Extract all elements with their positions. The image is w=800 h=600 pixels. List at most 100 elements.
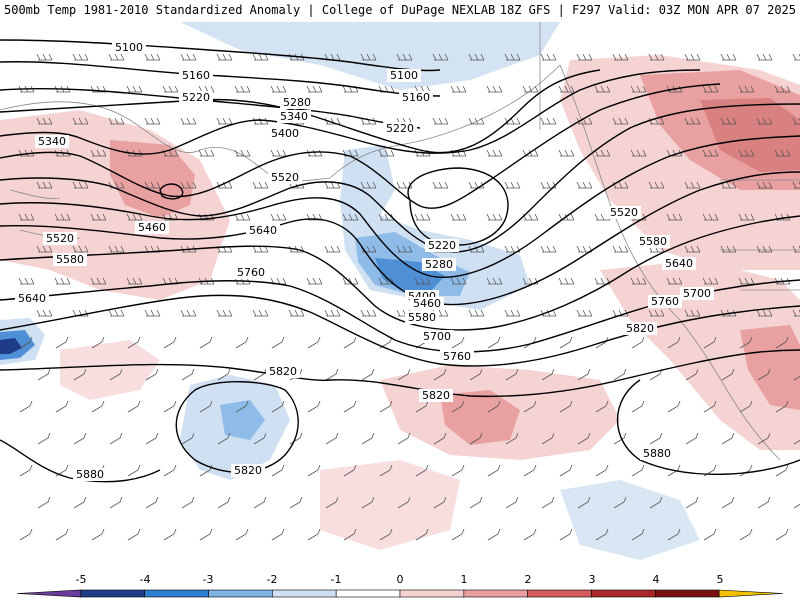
wind-barb xyxy=(181,432,195,445)
wind-barb xyxy=(522,85,539,93)
wind-barb xyxy=(19,336,33,349)
wind-barb xyxy=(720,117,737,125)
wind-barb xyxy=(631,400,645,413)
wind-barb xyxy=(540,53,557,61)
wind-barb xyxy=(54,213,71,221)
wind-barb xyxy=(612,245,629,253)
wind-barb xyxy=(18,213,35,221)
wind-barb xyxy=(127,336,141,349)
wind-barb xyxy=(306,277,323,285)
wind-barb xyxy=(576,117,593,125)
wind-barb xyxy=(37,368,51,381)
wind-barb xyxy=(432,117,449,125)
wind-barb xyxy=(145,496,159,509)
wind-barb xyxy=(504,309,521,317)
wind-barb xyxy=(306,149,323,157)
wind-barb xyxy=(109,432,123,445)
wind-barb xyxy=(739,400,753,413)
wind-barb xyxy=(289,432,303,445)
wind-barb xyxy=(558,213,575,221)
wind-barb xyxy=(558,149,575,157)
wind-barb xyxy=(649,496,663,509)
wind-barb xyxy=(91,400,105,413)
wind-barb xyxy=(793,375,800,381)
wind-barb xyxy=(504,181,521,189)
colorbar-tick-neg4: -4 xyxy=(139,573,151,586)
wind-barb xyxy=(630,277,647,285)
wind-barb xyxy=(343,336,357,349)
wind-barb xyxy=(702,149,719,157)
contour-5640 xyxy=(0,215,800,331)
wind-barb xyxy=(216,53,233,61)
wind-barb xyxy=(73,432,87,445)
wind-barb xyxy=(685,368,699,381)
wind-barb xyxy=(630,85,647,93)
wind-barb xyxy=(577,432,591,445)
colorbar-segment-neg3 xyxy=(144,589,209,598)
wind-barb xyxy=(91,528,105,541)
wind-barb xyxy=(450,149,467,157)
wind-barb xyxy=(414,277,431,285)
label-5580-b: 5580 xyxy=(408,311,436,324)
wind-barb xyxy=(702,277,719,285)
wind-barb xyxy=(217,496,231,509)
wind-barb xyxy=(684,245,701,253)
wind-barb xyxy=(19,528,33,541)
label-5640-a: 5640 xyxy=(249,224,277,237)
wind-barb xyxy=(307,336,321,349)
wind-barb xyxy=(55,400,69,413)
wind-barb xyxy=(396,53,413,61)
wind-barb xyxy=(738,149,755,157)
wind-barb xyxy=(324,309,341,317)
wind-barb xyxy=(36,309,53,317)
wind-barb xyxy=(469,496,483,509)
colorbar-segments xyxy=(16,589,784,598)
wind-barb xyxy=(415,464,429,477)
wind-barb xyxy=(739,528,753,541)
wind-barb xyxy=(451,336,465,349)
wind-barb xyxy=(325,496,339,509)
wind-barb xyxy=(793,503,800,509)
wind-barb xyxy=(270,85,287,93)
wind-barb xyxy=(235,400,249,413)
wind-barb xyxy=(36,181,53,189)
wind-barb xyxy=(487,528,501,541)
wind-barb xyxy=(468,53,485,61)
label-5460-b: 5460 xyxy=(413,297,441,310)
wind-barb xyxy=(540,117,557,125)
wind-barb xyxy=(126,213,143,221)
wind-barb xyxy=(271,528,285,541)
wind-barb xyxy=(612,117,629,125)
label-5400-a: 5400 xyxy=(271,127,299,140)
wind-barb xyxy=(72,309,89,317)
wind-barb xyxy=(739,336,753,349)
wind-barb xyxy=(631,528,645,541)
label-5340-a: 5340 xyxy=(280,110,308,123)
wind-barb xyxy=(648,53,665,61)
wind-barb xyxy=(271,464,285,477)
wind-barb xyxy=(180,309,197,317)
colorbar-tick-5: 5 xyxy=(716,573,724,586)
wind-barb xyxy=(721,496,735,509)
wind-barb xyxy=(522,149,539,157)
label-5580-c: 5580 xyxy=(639,235,667,248)
wind-barb xyxy=(217,432,231,445)
wind-barb xyxy=(433,432,447,445)
wind-barb xyxy=(343,528,357,541)
contour-5880-east xyxy=(616,379,800,476)
wind-barb xyxy=(648,117,665,125)
wind-barb xyxy=(523,400,537,413)
label-5820-c: 5820 xyxy=(626,322,654,335)
wind-barb xyxy=(613,368,627,381)
wind-barb xyxy=(252,309,269,317)
colorbar-segment-neg4 xyxy=(80,589,145,598)
wind-barb xyxy=(433,496,447,509)
wind-barb xyxy=(108,181,125,189)
wind-barb xyxy=(684,117,701,125)
contour-5580 xyxy=(0,171,800,306)
wind-barb xyxy=(234,213,251,221)
wind-barb xyxy=(271,336,285,349)
wind-barb xyxy=(667,336,681,349)
wind-barb xyxy=(342,213,359,221)
colorbar-segment-pos2 xyxy=(463,589,528,598)
